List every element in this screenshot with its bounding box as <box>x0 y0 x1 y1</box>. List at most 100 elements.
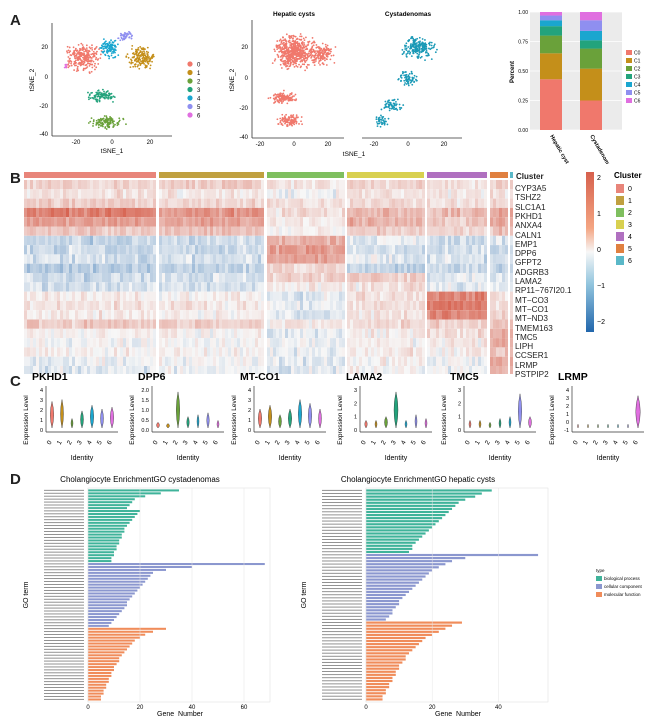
tsne-point <box>276 99 279 102</box>
tsne-point <box>413 74 416 77</box>
tsne-point <box>410 47 413 50</box>
heatmap-cell <box>75 180 78 190</box>
heatmap-cell <box>430 282 433 292</box>
heatmap-cell <box>407 291 410 301</box>
heatmap-cell <box>445 282 448 292</box>
heatmap-cell <box>225 273 228 283</box>
heatmap-cell <box>96 291 99 301</box>
heatmap-cell <box>42 189 45 199</box>
heatmap-cell <box>457 189 460 199</box>
tsne-point <box>119 39 122 42</box>
heatmap-cell <box>162 282 165 292</box>
heatmap-cell <box>237 291 240 301</box>
heatmap-cell <box>496 291 499 301</box>
heatmap-cell <box>42 282 45 292</box>
heatmap-cell <box>374 226 377 236</box>
heatmap-cell <box>141 180 144 190</box>
heatmap-cell <box>24 198 27 208</box>
heatmap-cell <box>383 235 386 246</box>
tsne-point <box>126 32 129 35</box>
heatmap-cell <box>135 263 138 273</box>
heatmap-cell <box>270 245 273 255</box>
heatmap-cell <box>288 180 291 190</box>
heatmap-cell <box>69 254 72 264</box>
heatmap-cell <box>105 226 108 236</box>
heatmap-cell <box>392 328 395 339</box>
heatmap-cell <box>249 328 252 339</box>
heatmap-cell <box>252 226 255 236</box>
heatmap-cell <box>192 338 195 348</box>
heatmap-cell <box>398 189 401 199</box>
heatmap-cell <box>383 291 386 301</box>
tsne-point <box>281 51 284 54</box>
heatmap-cell <box>24 310 27 320</box>
heatmap-cell <box>231 207 234 218</box>
heatmap-cell <box>60 273 63 283</box>
heatmap-cell <box>472 198 475 208</box>
tsne-point <box>95 100 98 103</box>
heatmap-cell <box>342 245 345 255</box>
heatmap-cell <box>219 273 222 283</box>
heatmap-cell <box>129 226 132 236</box>
heatmap-cell <box>273 273 276 283</box>
heatmap-cell <box>159 254 162 264</box>
heatmap-cell <box>168 319 171 329</box>
heatmap-cell <box>90 291 93 301</box>
heatmap-cell <box>60 226 63 236</box>
heatmap-cell <box>356 310 359 320</box>
heatmap-cell <box>282 235 285 246</box>
tsne-point <box>293 48 296 51</box>
tsne-point <box>300 65 302 68</box>
heatmap-cell <box>240 189 243 199</box>
heatmap-cell <box>78 217 81 227</box>
heatmap-cell <box>419 254 422 264</box>
heatmap-cell <box>201 338 204 348</box>
heatmap-cell <box>150 207 153 218</box>
heatmap-cell <box>129 189 132 199</box>
heatmap-cell <box>386 198 389 208</box>
heatmap-cell <box>469 328 472 339</box>
heatmap-cell <box>339 226 342 236</box>
tsne-point <box>91 44 93 47</box>
heatmap-cell <box>237 282 240 292</box>
heatmap-cell <box>422 217 425 227</box>
tsne-point <box>74 47 77 50</box>
heatmap-cell <box>475 180 478 190</box>
heatmap-cell <box>207 207 210 218</box>
tsne-point <box>281 119 284 122</box>
tsne-point <box>407 50 409 53</box>
heatmap-cell <box>162 207 165 218</box>
heatmap-cell <box>102 263 105 273</box>
heatmap-cell <box>502 291 505 301</box>
heatmap-cell <box>371 328 374 339</box>
heatmap-cell <box>27 226 30 236</box>
heatmap-cell <box>33 273 36 283</box>
heatmap-cell <box>249 282 252 292</box>
tsne-point <box>279 45 281 48</box>
heatmap-cell <box>192 235 195 246</box>
heatmap-cell <box>342 291 345 301</box>
heatmap-cell <box>105 254 108 264</box>
heatmap-cell <box>267 338 270 348</box>
heatmap-cell <box>484 300 487 311</box>
tsne-point <box>410 37 412 40</box>
heatmap-cell <box>54 291 57 301</box>
heatmap-cell <box>478 180 481 190</box>
heatmap-cell <box>39 273 42 283</box>
heatmap-cell <box>186 254 189 264</box>
heatmap-cell <box>279 263 282 273</box>
heatmap-cell <box>306 180 309 190</box>
heatmap-cell <box>469 189 472 199</box>
heatmap-cell <box>54 254 57 264</box>
heatmap-cell <box>228 291 231 301</box>
heatmap-cell <box>159 263 162 273</box>
tsne-point <box>130 58 132 61</box>
cluster-bar <box>24 172 156 178</box>
heatmap-cell <box>93 226 96 236</box>
tsne-point <box>410 55 413 58</box>
tsne-point <box>405 53 408 55</box>
tsne-point <box>284 119 287 121</box>
tsne-point <box>393 108 395 111</box>
heatmap-cell <box>505 310 508 320</box>
heatmap-cell <box>162 198 165 208</box>
